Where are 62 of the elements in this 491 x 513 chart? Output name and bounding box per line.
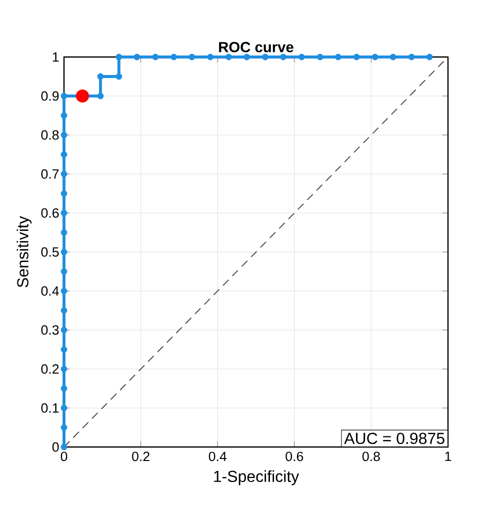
y-tick-label: 0.3 bbox=[41, 325, 59, 335]
point bbox=[60, 229, 68, 236]
point bbox=[116, 73, 122, 80]
point bbox=[60, 444, 68, 450]
x-tick-label: 1 bbox=[445, 452, 452, 461]
point bbox=[116, 54, 122, 60]
point bbox=[60, 326, 68, 334]
x-tick-label: 0.6 bbox=[286, 452, 304, 462]
point bbox=[170, 54, 178, 60]
point bbox=[60, 424, 68, 431]
point bbox=[334, 54, 342, 60]
point bbox=[280, 54, 286, 60]
y-tick-label: 0.2 bbox=[41, 364, 59, 374]
annotation: AUC = 0.9875 bbox=[344, 432, 444, 444]
point bbox=[60, 366, 68, 372]
y-axis-title: Sensitivity bbox=[16, 216, 32, 288]
y-tick-label: 0.8 bbox=[41, 130, 59, 140]
x-axis-title: 1-Specificity bbox=[214, 470, 300, 486]
y-tick-label: 0.9 bbox=[41, 91, 59, 101]
y-tick-label: 0 bbox=[52, 442, 59, 452]
x-tick-label: 0.4 bbox=[208, 452, 226, 462]
point bbox=[60, 288, 68, 294]
point bbox=[408, 54, 415, 60]
y-tick-label: 1 bbox=[52, 52, 59, 62]
x-tick-label: 0 bbox=[60, 452, 68, 462]
point bbox=[244, 54, 250, 60]
point bbox=[60, 92, 68, 100]
y-tick-label: 0.6 bbox=[41, 208, 59, 218]
y-tick-label: 0.1 bbox=[41, 403, 59, 413]
point bbox=[60, 210, 68, 216]
point bbox=[152, 54, 159, 60]
point bbox=[188, 54, 196, 60]
point bbox=[76, 89, 89, 103]
point bbox=[97, 92, 104, 100]
point bbox=[60, 248, 68, 256]
x-tick-label: 0.8 bbox=[362, 452, 380, 462]
y-tick-label: 0.5 bbox=[41, 247, 59, 257]
point bbox=[60, 404, 68, 412]
point bbox=[134, 54, 140, 60]
point bbox=[60, 307, 68, 314]
point bbox=[60, 112, 68, 119]
point bbox=[60, 268, 68, 275]
x-tick-label: 0.2 bbox=[132, 452, 150, 462]
point bbox=[298, 54, 305, 60]
point bbox=[60, 346, 68, 353]
chart-title: ROC curve bbox=[219, 42, 294, 52]
y-tick-label: 0.4 bbox=[41, 286, 59, 296]
point bbox=[262, 54, 268, 60]
point bbox=[426, 54, 433, 60]
point bbox=[226, 54, 232, 60]
point bbox=[390, 54, 396, 60]
point bbox=[60, 385, 68, 392]
point bbox=[207, 54, 214, 60]
point bbox=[316, 54, 324, 60]
point bbox=[60, 170, 68, 178]
point bbox=[97, 73, 104, 80]
point bbox=[60, 151, 68, 158]
y-tick-label: 0.7 bbox=[41, 169, 59, 179]
point bbox=[60, 190, 68, 197]
point bbox=[60, 132, 68, 138]
point bbox=[372, 54, 378, 60]
point bbox=[353, 54, 360, 60]
